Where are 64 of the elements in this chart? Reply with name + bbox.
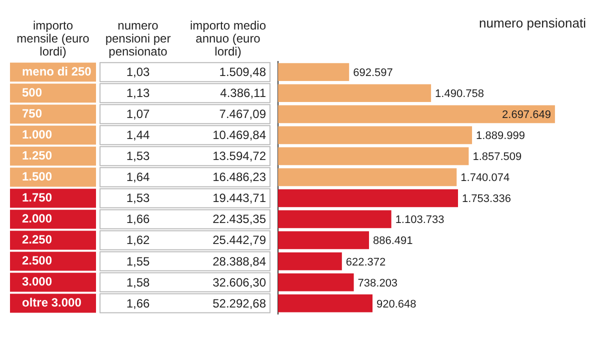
text: 7.467,09: [219, 107, 266, 122]
y-tick-label: 2.500: [22, 254, 52, 268]
bar: [278, 147, 469, 166]
text: 1,64: [126, 170, 150, 184]
y-tick-label: 1.250: [22, 148, 52, 162]
data-label: 1.740.074: [460, 172, 510, 184]
text: 1,53: [126, 191, 150, 206]
y-axis-title: importo mensile (euro lordi): [16, 18, 90, 59]
data-label: 886.491: [373, 235, 413, 248]
y-tick-label: 2.250: [22, 232, 52, 247]
text: 13.594,72: [212, 149, 266, 164]
text: 22.435,35: [212, 212, 266, 226]
bar: [278, 84, 432, 102]
data-label: 1.857.509: [472, 151, 522, 164]
text: 28.388,84: [212, 254, 266, 268]
y-tick-label: 1.000: [22, 127, 52, 142]
text: 1.509,48: [219, 65, 266, 80]
data-label: 1.490.758: [435, 88, 484, 100]
y-tick-label: 750: [22, 106, 42, 120]
data-label: 622.372: [346, 256, 386, 268]
text: 16.486,23: [212, 170, 266, 184]
data-label: 1.103.733: [395, 214, 444, 226]
bar: [278, 105, 555, 124]
y-tick-label: oltre 3.000: [22, 296, 82, 310]
data-label: 2.697.649: [502, 109, 551, 122]
y-tick-label: meno di 250: [22, 64, 92, 78]
data-label: 1.753.336: [462, 193, 511, 206]
text: 1,03: [126, 65, 150, 80]
bar: [278, 252, 342, 270]
bar: [278, 210, 392, 228]
text: 10.469,84: [212, 128, 266, 142]
text: 32.606,30: [212, 275, 266, 290]
text: 1,58: [126, 275, 150, 290]
y-tick-label: 1.500: [22, 170, 52, 184]
text: 1,62: [126, 233, 150, 248]
text: numero pensioni per pensionato: [105, 18, 171, 59]
bar: [278, 231, 370, 250]
y-tick-label: 500: [22, 85, 42, 100]
text: 52.292,68: [212, 296, 266, 310]
text: importo medio annuo (euro lordi): [190, 18, 266, 59]
data-label: 1.889.999: [476, 130, 525, 142]
data-label: 692.597: [353, 67, 393, 80]
bar: [278, 294, 373, 312]
text: 25.442,79: [212, 233, 266, 248]
text: 1,66: [126, 296, 150, 310]
chart-title: numero pensionati: [479, 15, 586, 30]
y-tick-label: 2.000: [22, 212, 52, 226]
text: 1,07: [126, 107, 150, 122]
y-tick-label: 3.000: [22, 274, 52, 289]
bar: [278, 63, 350, 82]
bar: [278, 189, 458, 208]
text: 4.386,11: [220, 86, 266, 100]
text: 1,55: [126, 254, 150, 268]
bar: [278, 168, 457, 186]
data-label: 738.203: [358, 277, 398, 290]
text: 1,53: [126, 149, 150, 164]
data-label: 920.648: [376, 298, 416, 310]
text: 1,13: [126, 86, 150, 100]
bar: [278, 126, 472, 144]
text: 1,44: [126, 128, 150, 142]
text: 19.443,71: [212, 191, 266, 206]
text: 1,66: [126, 212, 150, 226]
y-tick-label: 1.750: [22, 190, 52, 205]
bar: [278, 273, 354, 292]
